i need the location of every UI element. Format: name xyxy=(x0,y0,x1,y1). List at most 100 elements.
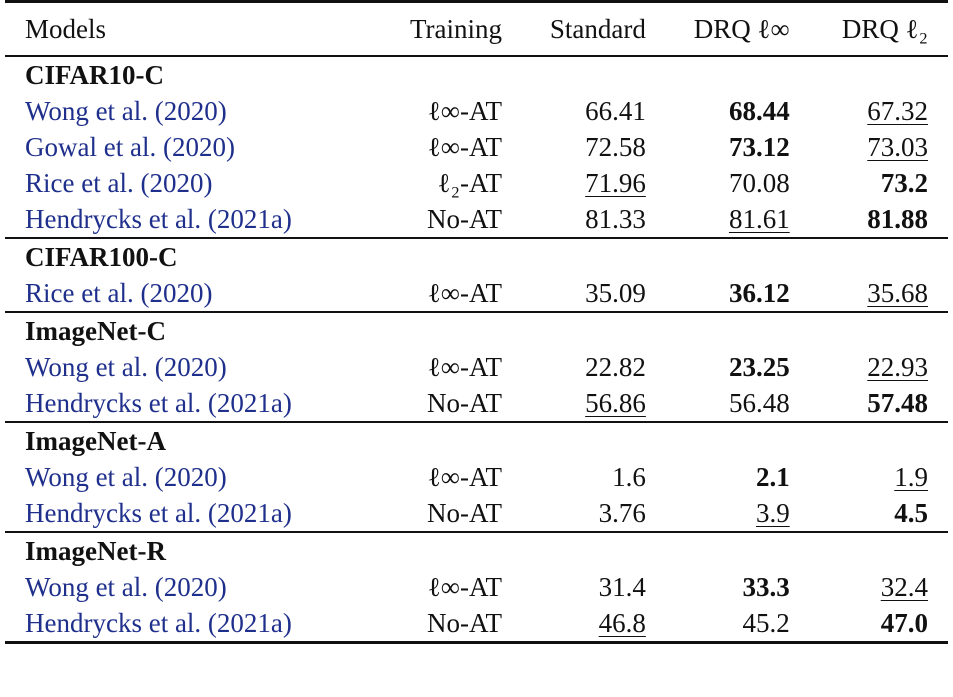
drq-l2-cell-container: 57.48 xyxy=(791,385,948,422)
standard-cell: 71.96 xyxy=(585,168,646,198)
drq-linf-cell: 56.48 xyxy=(728,388,790,418)
model-citation-container: Hendrycks et al. (2021a) xyxy=(5,385,371,422)
standard-cell: 3.76 xyxy=(598,498,646,528)
model-citation-container: Rice et al. (2020) xyxy=(5,165,371,201)
header-drq-l2: DRQ ℓ₂ xyxy=(841,14,928,44)
drq-linf-cell: 36.12 xyxy=(728,278,790,308)
standard-cell-container: 66.41 xyxy=(503,93,647,129)
model-citation[interactable]: Gowal et al. (2020) xyxy=(25,132,235,162)
training-cell: No-AT xyxy=(427,204,502,234)
training-cell-container: ℓ₂-AT xyxy=(371,165,503,201)
drq-l2-cell: 73.03 xyxy=(867,132,928,162)
model-citation-container: Hendrycks et al. (2021a) xyxy=(5,495,371,532)
drq-l2-cell: 32.4 xyxy=(880,572,928,602)
standard-cell: 46.8 xyxy=(598,608,646,638)
drq-l2-cell-container: 73.03 xyxy=(791,129,948,165)
model-citation[interactable]: Rice et al. (2020) xyxy=(25,168,213,198)
section-header-row: ImageNet-C xyxy=(5,312,948,349)
model-citation-container: Hendrycks et al. (2021a) xyxy=(5,201,371,238)
model-citation-container: Wong et al. (2020) xyxy=(5,569,371,605)
training-cell: No-AT xyxy=(427,608,502,638)
table-row: Rice et al. (2020) ℓ₂-AT 71.96 70.08 73.2 xyxy=(5,165,948,201)
section-title: CIFAR100-C xyxy=(25,242,178,272)
table-row: Wong et al. (2020) ℓ∞-AT 1.6 2.1 1.9 xyxy=(5,459,948,495)
drq-linf-cell-container: 68.44 xyxy=(647,93,791,129)
table-row: Wong et al. (2020) ℓ∞-AT 31.4 33.3 32.4 xyxy=(5,569,948,605)
section-header-row: CIFAR10-C xyxy=(5,56,948,93)
model-citation[interactable]: Rice et al. (2020) xyxy=(25,278,213,308)
training-cell-container: No-AT xyxy=(371,385,503,422)
training-cell: ℓ∞-AT xyxy=(427,278,502,308)
standard-cell-container: 3.76 xyxy=(503,495,647,532)
table-row: Wong et al. (2020) ℓ∞-AT 66.41 68.44 67.32 xyxy=(5,93,948,129)
drq-l2-cell-container: 4.5 xyxy=(791,495,948,532)
training-cell-container: ℓ∞-AT xyxy=(371,93,503,129)
drq-linf-cell-container: 23.25 xyxy=(647,349,791,385)
model-citation[interactable]: Wong et al. (2020) xyxy=(25,572,227,602)
model-citation[interactable]: Wong et al. (2020) xyxy=(25,352,227,382)
drq-l2-cell: 73.2 xyxy=(880,168,928,198)
standard-cell: 81.33 xyxy=(585,204,646,234)
model-citation[interactable]: Wong et al. (2020) xyxy=(25,96,227,126)
drq-linf-cell-container: 70.08 xyxy=(647,165,791,201)
drq-linf-cell: 45.2 xyxy=(742,608,790,638)
drq-l2-cell: 47.0 xyxy=(880,608,928,638)
model-citation[interactable]: Hendrycks et al. (2021a) xyxy=(25,204,292,234)
drq-l2-cell-container: 73.2 xyxy=(791,165,948,201)
standard-cell: 66.41 xyxy=(585,96,646,126)
section-header-row: ImageNet-R xyxy=(5,532,948,569)
training-cell: ℓ∞-AT xyxy=(427,352,502,382)
standard-cell-container: 81.33 xyxy=(503,201,647,238)
section-title: ImageNet-C xyxy=(25,316,166,346)
training-cell-container: ℓ∞-AT xyxy=(371,129,503,165)
table-row: Gowal et al. (2020) ℓ∞-AT 72.58 73.12 73.03 xyxy=(5,129,948,165)
drq-linf-cell-container: 73.12 xyxy=(647,129,791,165)
table-row: Hendrycks et al. (2021a) No-AT 81.33 81.61 8… xyxy=(5,201,948,238)
drq-linf-cell: 73.12 xyxy=(728,132,790,162)
model-citation-container: Hendrycks et al. (2021a) xyxy=(5,605,371,643)
header-standard: Standard xyxy=(549,14,646,44)
training-cell: ℓ∞-AT xyxy=(427,572,502,602)
standard-cell-container: 72.58 xyxy=(503,129,647,165)
section-title: ImageNet-R xyxy=(25,536,166,566)
drq-l2-cell-container: 81.88 xyxy=(791,201,948,238)
standard-cell-container: 71.96 xyxy=(503,165,647,201)
training-cell: ℓ₂-AT xyxy=(437,168,502,198)
model-citation-container: Wong et al. (2020) xyxy=(5,459,371,495)
section-title: CIFAR10-C xyxy=(25,60,164,90)
table-body: CIFAR10-C Wong et al. (2020) ℓ∞-AT 66.41 68.… xyxy=(5,56,948,643)
drq-linf-cell: 23.25 xyxy=(728,352,790,382)
drq-l2-cell: 57.48 xyxy=(867,388,928,418)
drq-linf-cell: 70.08 xyxy=(728,168,790,198)
standard-cell: 22.82 xyxy=(585,352,646,382)
drq-linf-cell-container: 56.48 xyxy=(647,385,791,422)
model-citation[interactable]: Hendrycks et al. (2021a) xyxy=(25,388,292,418)
header-models: Models xyxy=(25,14,106,44)
header-training: Training xyxy=(409,14,502,44)
model-citation[interactable]: Wong et al. (2020) xyxy=(25,462,227,492)
results-table: Models Training Standard DRQ ℓ∞ DRQ ℓ₂ C… xyxy=(5,0,948,644)
standard-cell-container: 35.09 xyxy=(503,275,647,312)
drq-linf-cell-container: 3.9 xyxy=(647,495,791,532)
drq-l2-cell: 35.68 xyxy=(867,278,928,308)
standard-cell: 72.58 xyxy=(585,132,646,162)
model-citation[interactable]: Hendrycks et al. (2021a) xyxy=(25,608,292,638)
drq-l2-cell-container: 67.32 xyxy=(791,93,948,129)
standard-cell: 56.86 xyxy=(585,388,646,418)
drq-l2-cell-container: 35.68 xyxy=(791,275,948,312)
model-citation[interactable]: Hendrycks et al. (2021a) xyxy=(25,498,292,528)
standard-cell-container: 22.82 xyxy=(503,349,647,385)
drq-l2-cell: 67.32 xyxy=(867,96,928,126)
standard-cell: 31.4 xyxy=(598,572,646,602)
drq-linf-cell-container: 2.1 xyxy=(647,459,791,495)
model-citation-container: Rice et al. (2020) xyxy=(5,275,371,312)
section-header-row: CIFAR100-C xyxy=(5,238,948,275)
standard-cell: 35.09 xyxy=(585,278,646,308)
standard-cell-container: 46.8 xyxy=(503,605,647,643)
training-cell: ℓ∞-AT xyxy=(427,96,502,126)
model-citation-container: Gowal et al. (2020) xyxy=(5,129,371,165)
drq-l2-cell: 4.5 xyxy=(894,498,928,528)
training-cell-container: No-AT xyxy=(371,201,503,238)
drq-linf-cell: 81.61 xyxy=(728,204,790,234)
header-drq-linf: DRQ ℓ∞ xyxy=(693,14,790,44)
